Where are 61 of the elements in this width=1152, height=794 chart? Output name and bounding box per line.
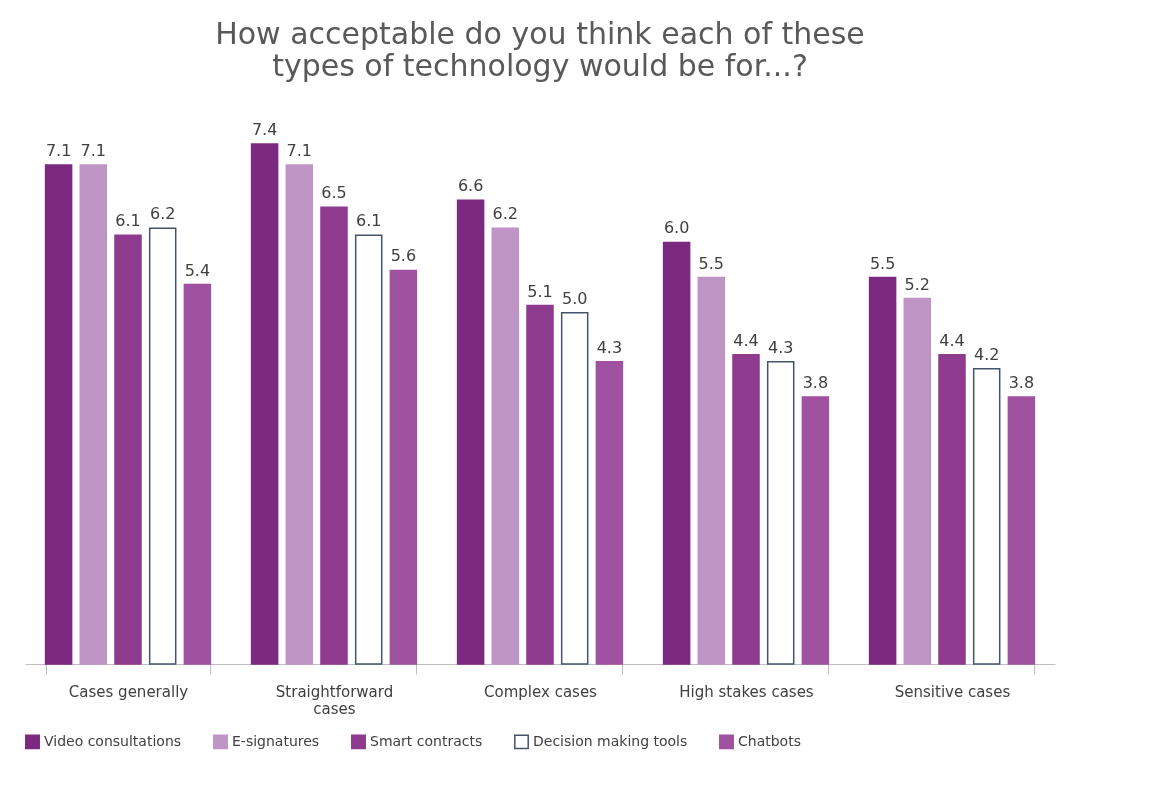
x-tick-label: High stakes cases (679, 682, 814, 701)
data-label: 5.2 (904, 274, 931, 294)
data-label: 4.2 (973, 344, 1000, 364)
data-label: 7.4 (251, 120, 278, 139)
bar (389, 269, 418, 665)
bar (868, 276, 897, 665)
bar (732, 354, 760, 665)
data-label: 6.5 (321, 183, 347, 203)
data-label: 5.5 (698, 253, 725, 273)
legend-label: Video consultations (44, 732, 182, 749)
data-label: 7.1 (45, 141, 72, 161)
bar (766, 361, 795, 665)
bar (456, 199, 485, 665)
bar (972, 368, 1001, 665)
bar (79, 164, 108, 665)
bar (662, 241, 691, 665)
bar (526, 304, 554, 665)
data-label: 4.3 (767, 337, 794, 357)
data-label: 6.6 (457, 176, 484, 196)
chart-title: How acceptable do you think each of these types of technology would be for...? (215, 16, 865, 83)
legend-label: Decision making tools (533, 732, 688, 749)
data-label: 5.0 (561, 288, 588, 308)
bar (114, 234, 142, 665)
bar (148, 227, 177, 665)
data-label: 6.1 (355, 211, 382, 231)
bar (354, 234, 383, 665)
data-label: 6.2 (149, 204, 176, 224)
data-label: 7.1 (80, 141, 107, 161)
data-label: 5.1 (527, 281, 553, 301)
x-tick-label: Straightforward cases (275, 682, 394, 718)
data-label: 3.8 (1008, 372, 1035, 392)
bar (250, 143, 279, 665)
bar (697, 276, 726, 665)
bar (285, 164, 314, 665)
bar (903, 297, 932, 665)
data-label: 4.3 (596, 337, 623, 357)
data-label: 6.2 (492, 204, 519, 224)
data-label: 5.6 (390, 246, 417, 266)
data-label: 5.4 (184, 260, 211, 280)
legend-label: Smart contracts (370, 732, 483, 749)
bar (801, 396, 830, 665)
bar (320, 206, 348, 665)
x-tick-label: Sensitive cases (894, 682, 1011, 701)
bar (938, 354, 966, 665)
data-label: 5.5 (869, 253, 896, 273)
legend-label: E-signatures (232, 732, 320, 749)
bar (560, 311, 589, 665)
x-tick-label: Complex cases (484, 682, 598, 701)
data-label: 3.8 (802, 372, 829, 392)
data-label: 6.1 (115, 211, 141, 231)
data-label: 6.0 (663, 218, 690, 238)
bar (491, 227, 520, 665)
bar (183, 283, 212, 665)
x-tick-label: Cases generally (68, 682, 189, 701)
data-label: 4.4 (733, 330, 759, 350)
legend-label: Chatbots (738, 732, 801, 749)
data-label: 4.4 (939, 330, 965, 350)
bar (595, 361, 624, 665)
bar (44, 164, 73, 665)
data-label: 7.1 (286, 141, 313, 161)
bar (1007, 396, 1036, 665)
